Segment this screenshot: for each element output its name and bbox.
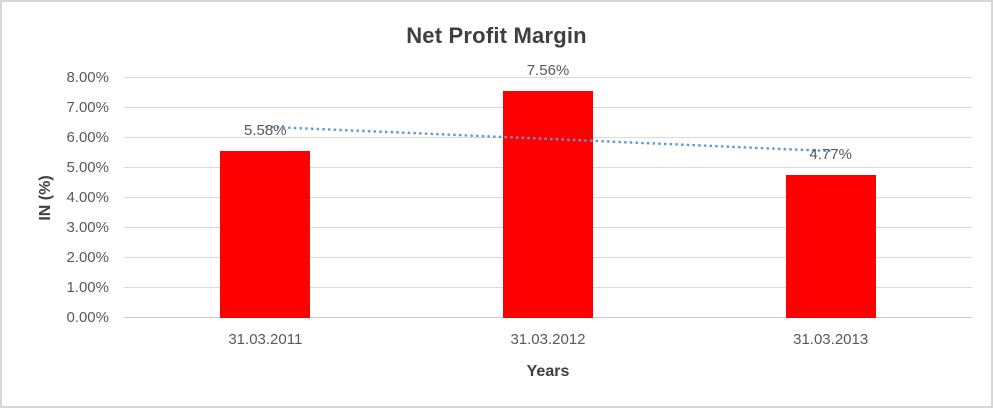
- y-tick-label: 3.00%: [66, 219, 109, 236]
- x-tick-label: 31.03.2011: [228, 331, 303, 348]
- chart-title: Net Profit Margin: [406, 23, 587, 48]
- y-tick-label: 5.00%: [66, 159, 109, 176]
- data-label: 4.77%: [809, 145, 852, 163]
- y-tick-label: 0.00%: [66, 309, 109, 326]
- bar-31.03.2013: [785, 174, 876, 318]
- y-tick-label: 2.00%: [66, 249, 109, 266]
- y-tick-label: 4.00%: [66, 189, 109, 206]
- gridline: [124, 77, 972, 78]
- x-tick-label: 31.03.2012: [510, 331, 586, 348]
- plot-area: [124, 77, 972, 318]
- y-tick-label: 6.00%: [66, 129, 109, 146]
- data-label: 7.56%: [526, 62, 570, 80]
- bar-31.03.2012: [503, 91, 593, 318]
- y-tick-label: 7.00%: [66, 99, 109, 116]
- data-label: 5.58%: [244, 121, 287, 139]
- bar-31.03.2011: [220, 150, 311, 318]
- x-tick-label: 31.03.2013: [793, 331, 869, 348]
- y-tick-label: 8.00%: [66, 69, 109, 86]
- y-tick-label: 1.00%: [66, 279, 109, 296]
- x-axis-title: Years: [526, 363, 570, 380]
